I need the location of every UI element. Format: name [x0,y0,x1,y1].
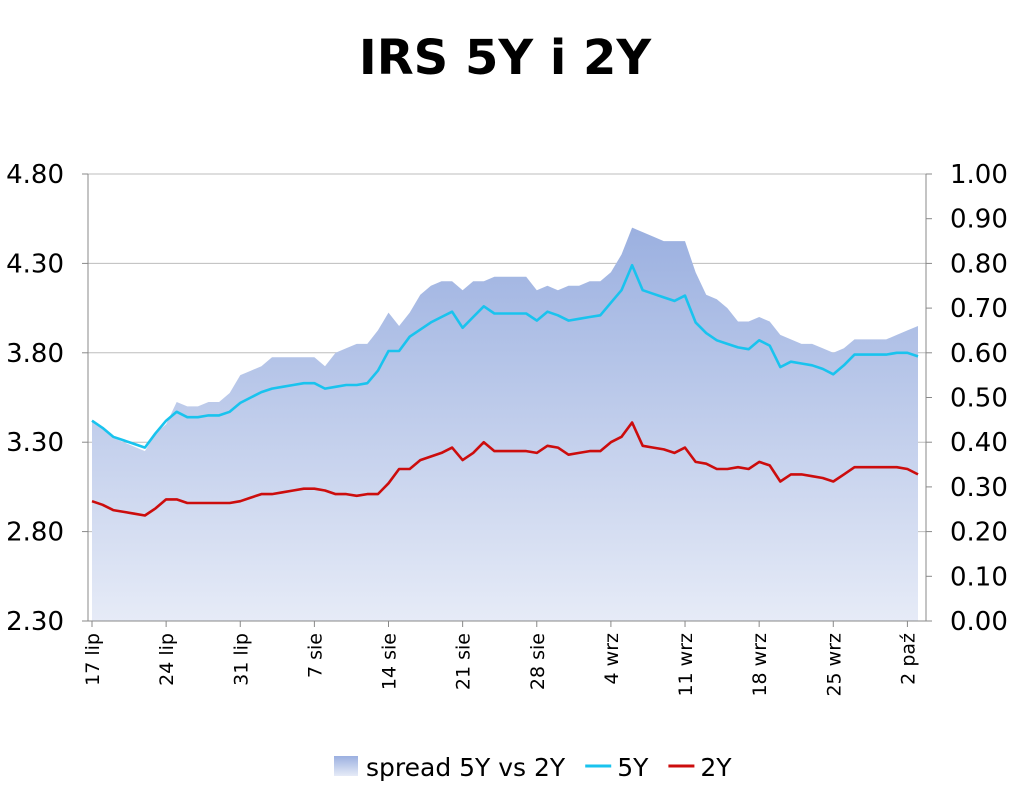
y-right-tick-label: 0.40 [950,428,1008,458]
y-left-tick-label: 3.80 [6,339,64,369]
x-tick-label: 21 sie [453,633,475,690]
series-lines-layer [91,263,919,517]
legend-label: spread 5Y vs 2Y [366,753,566,782]
legend-item-2y: 2Y [668,753,732,782]
x-tick-label: 11 wrz [675,633,697,697]
legend-item-5y: 5Y [585,753,649,782]
y-right-tick-label: 0.70 [950,294,1008,324]
y-right-tick-label: 0.50 [950,384,1008,414]
x-tick-label: 4 wrz [601,633,623,684]
y-left-tick-label: 2.80 [6,518,64,548]
y-right-tick-label: 0.20 [950,518,1008,548]
y-left-tick-label: 2.30 [6,607,64,637]
series-line-5y [91,263,919,449]
y-right-tick-label: 1.00 [950,160,1008,190]
x-tick-label: 18 wrz [749,633,771,697]
legend-label: 5Y [617,753,649,782]
x-tick-label: 24 lip [156,633,178,686]
y-right-tick-label: 0.00 [950,607,1008,637]
x-tick-label: 28 sie [527,633,549,690]
x-tick-label: 7 sie [304,633,326,678]
spread-5y-vs-2y-area [92,227,918,621]
x-tick-label: 31 lip [230,633,252,686]
legend-swatch-area [334,756,358,776]
series-line-2y [91,421,919,517]
y-right-tick-label: 0.10 [950,562,1008,592]
legend: spread 5Y vs 2Y 5Y 2Y [334,753,732,782]
axes-layer [82,173,932,627]
spread-area-layer [92,227,918,621]
x-tick-label: 25 wrz [823,633,845,697]
y-right-tick-label: 0.60 [950,339,1008,369]
x-tick-label: 17 lip [82,633,104,686]
legend-label: 2Y [700,753,732,782]
y-left-tick-label: 4.80 [6,160,64,190]
legend-item-spread-5y-vs-2y: spread 5Y vs 2Y [334,753,566,782]
x-tick-label: 14 sie [379,633,401,690]
y-left-tick-label: 3.30 [6,428,64,458]
y-right-tick-label: 0.90 [950,205,1008,235]
y-right-tick-label: 0.30 [950,473,1008,503]
x-tick-label: 2 paź [897,633,919,685]
tick-labels-layer: 2.30 2.80 3.30 3.80 4.30 4.80 0.00 0.10 0.20 0.30… [6,160,1008,697]
y-left-tick-label: 4.30 [6,249,64,279]
y-right-tick-label: 0.80 [950,249,1008,279]
chart-title: IRS 5Y i 2Y [358,30,652,86]
